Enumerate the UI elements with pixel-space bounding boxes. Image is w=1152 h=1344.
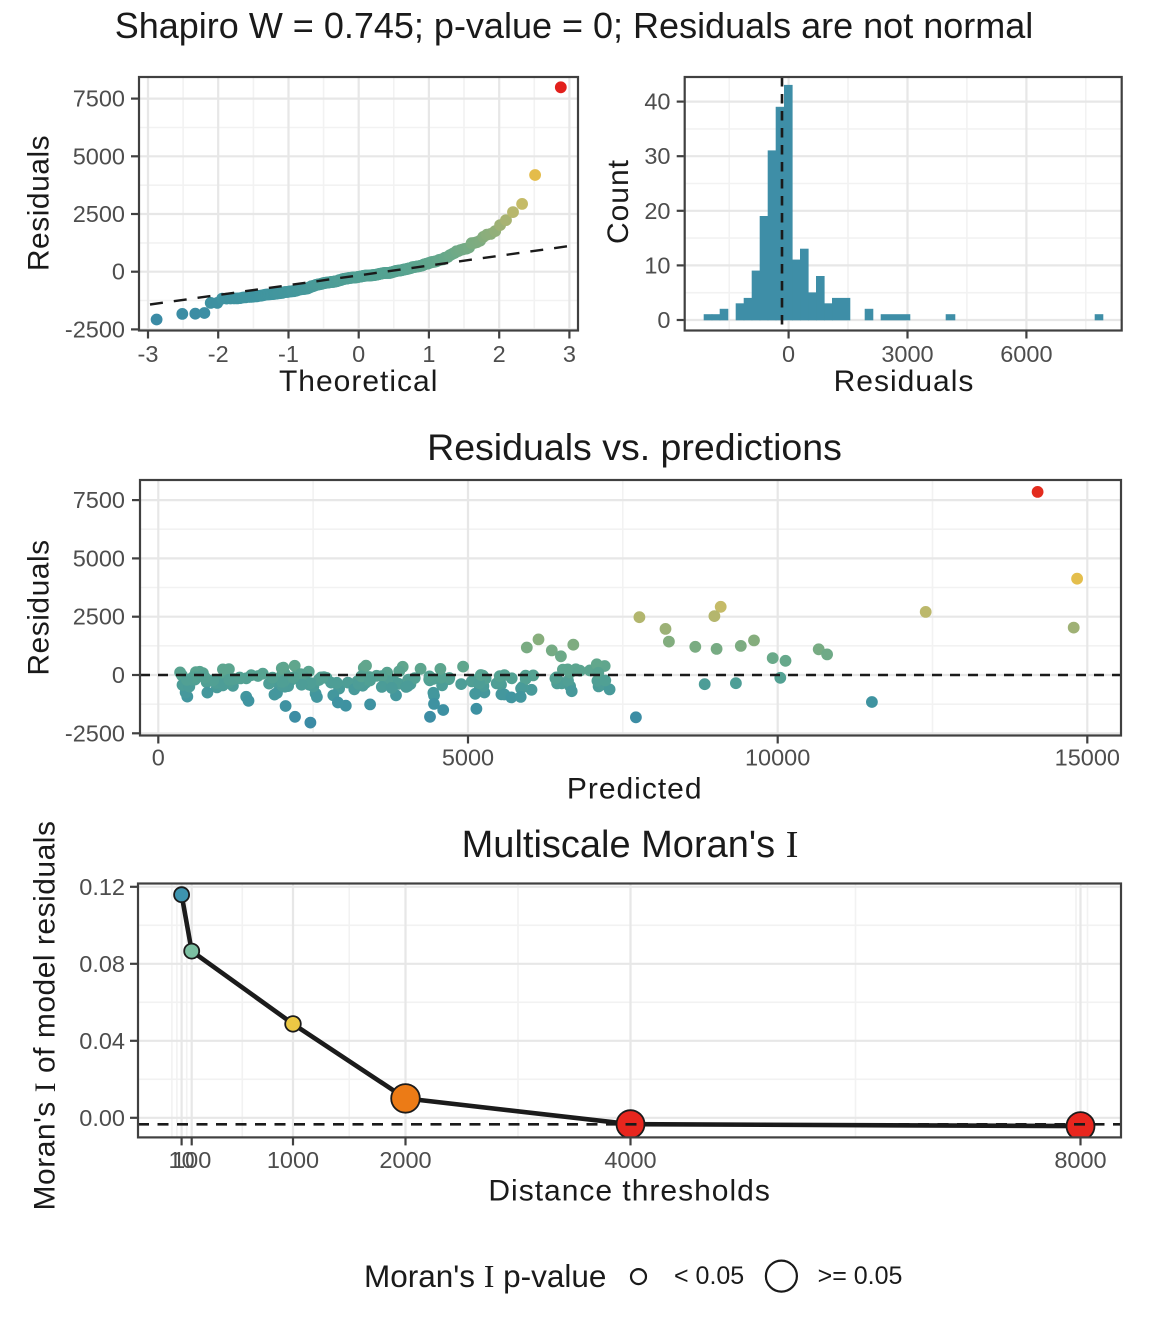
svg-text:0.04: 0.04 [79, 1028, 125, 1054]
svg-text:0: 0 [782, 341, 795, 367]
svg-text:Moran's I of model residuals: Moran's I of model residuals [29, 821, 62, 1211]
svg-text:2500: 2500 [73, 201, 125, 227]
svg-text:2: 2 [493, 341, 506, 367]
svg-text:10000: 10000 [745, 745, 810, 771]
svg-text:0: 0 [152, 745, 165, 771]
svg-text:Shapiro W = 0.745; p-value = 0: Shapiro W = 0.745; p-value = 0; Residual… [115, 5, 1034, 46]
svg-text:-2500: -2500 [65, 720, 125, 746]
svg-text:0: 0 [112, 259, 125, 285]
svg-text:0.12: 0.12 [79, 874, 125, 900]
svg-text:3: 3 [563, 341, 576, 367]
svg-text:4000: 4000 [604, 1147, 656, 1173]
svg-text:0: 0 [352, 341, 365, 367]
svg-text:7500: 7500 [73, 487, 125, 513]
svg-text:3000: 3000 [881, 341, 933, 367]
svg-text:Moran's I p-value: Moran's I p-value [364, 1258, 606, 1294]
svg-text:20: 20 [644, 198, 670, 224]
svg-text:-2: -2 [208, 341, 229, 367]
svg-text:>= 0.05: >= 0.05 [818, 1262, 903, 1290]
svg-text:Multiscale Moran's I: Multiscale Moran's I [462, 824, 799, 866]
svg-text:6000: 6000 [1000, 341, 1052, 367]
svg-text:10: 10 [644, 252, 670, 278]
svg-text:< 0.05: < 0.05 [674, 1262, 744, 1290]
svg-text:Distance thresholds: Distance thresholds [488, 1175, 770, 1208]
svg-text:0.08: 0.08 [79, 951, 125, 977]
svg-text:10: 10 [169, 1147, 195, 1173]
svg-text:-3: -3 [138, 341, 159, 367]
svg-text:100: 100 [172, 1147, 211, 1173]
svg-text:0: 0 [657, 307, 670, 333]
svg-text:0: 0 [112, 662, 125, 688]
svg-text:Residuals vs. predictions: Residuals vs. predictions [427, 426, 842, 468]
svg-text:1: 1 [422, 341, 435, 367]
svg-text:-1: -1 [278, 341, 299, 367]
svg-text:Residuals: Residuals [834, 365, 975, 398]
svg-text:Predicted: Predicted [567, 773, 703, 806]
svg-text:15000: 15000 [1055, 745, 1120, 771]
svg-text:40: 40 [644, 89, 670, 115]
svg-text:Residuals: Residuals [23, 135, 56, 271]
svg-text:Residuals: Residuals [23, 539, 56, 675]
svg-text:0.00: 0.00 [79, 1105, 125, 1131]
svg-text:30: 30 [644, 143, 670, 169]
svg-text:-2500: -2500 [65, 316, 125, 342]
svg-text:7500: 7500 [73, 86, 125, 112]
svg-text:5000: 5000 [73, 545, 125, 571]
svg-text:1000: 1000 [267, 1147, 319, 1173]
svg-text:5000: 5000 [442, 745, 494, 771]
svg-text:Count: Count [602, 159, 635, 244]
svg-text:Theoretical: Theoretical [279, 365, 438, 398]
svg-text:8000: 8000 [1054, 1147, 1106, 1173]
svg-text:2500: 2500 [73, 604, 125, 630]
svg-text:2000: 2000 [379, 1147, 431, 1173]
svg-text:5000: 5000 [73, 143, 125, 169]
